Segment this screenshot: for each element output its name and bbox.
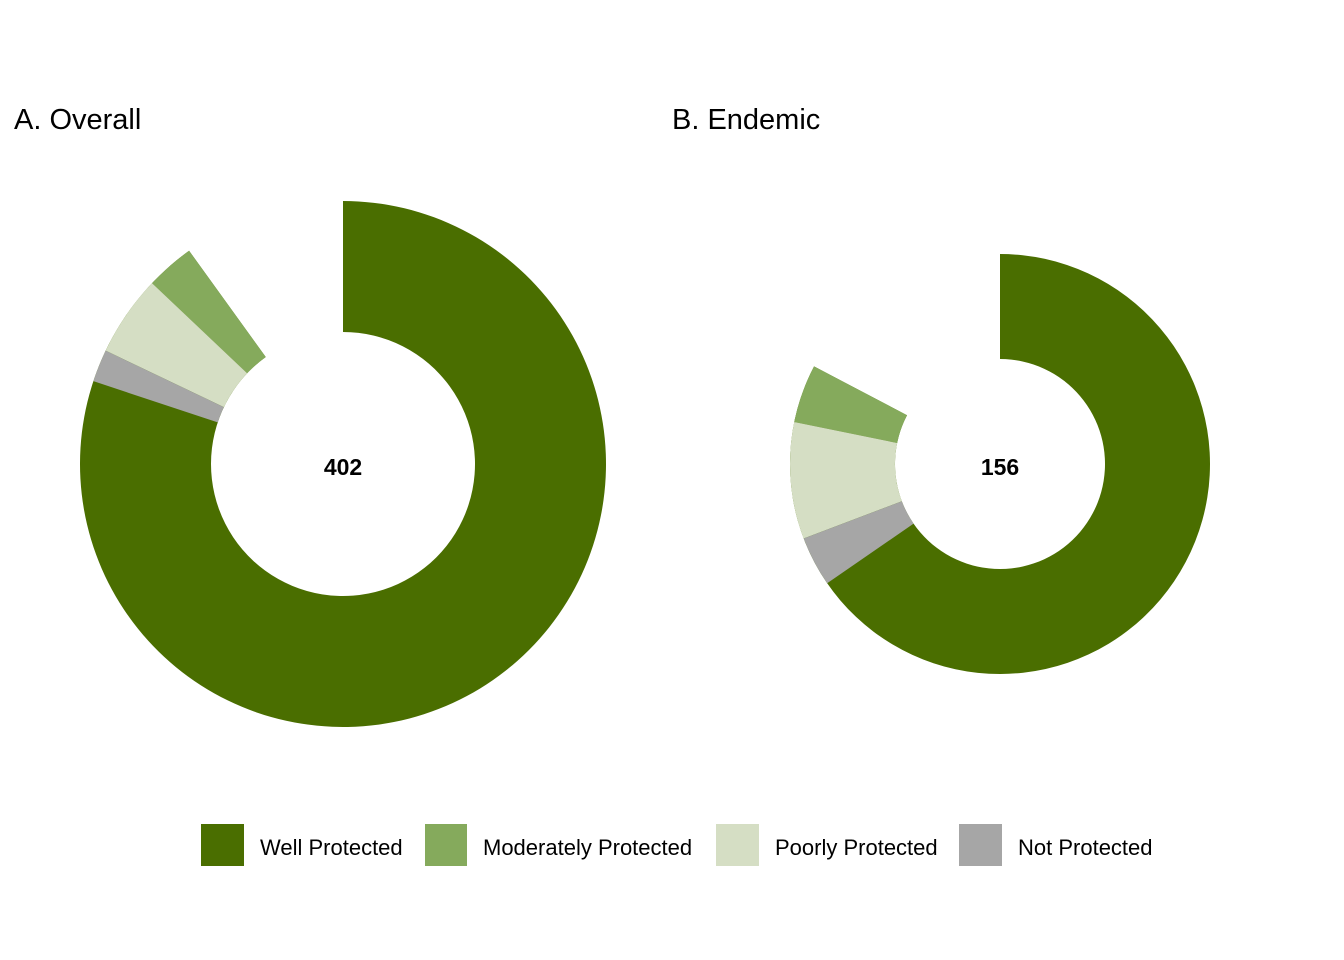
legend-swatch-moderately-protected — [425, 824, 467, 866]
slice-poorly-protected — [790, 421, 902, 539]
legend-label-moderately-protected: Moderately Protected — [483, 835, 692, 860]
donut-chart-overall: A. Overall 402 — [14, 104, 606, 727]
legend-swatch-well-protected — [201, 824, 244, 866]
slice-moderately-protected — [794, 366, 908, 443]
slices-overall — [79, 201, 606, 727]
legend-item-well-protected: Well Protected — [201, 824, 403, 866]
donut-chart-endemic: B. Endemic 156 — [672, 104, 1210, 674]
legend-item-moderately-protected: Moderately Protected — [425, 824, 692, 866]
slice-moderately-protected — [152, 250, 266, 374]
legend: Well Protected Moderately Protected Poor… — [201, 824, 1153, 866]
slice-well-protected — [790, 254, 1210, 674]
panel-title-endemic: B. Endemic — [672, 104, 820, 136]
slice-not-protected — [93, 350, 224, 423]
legend-label-not-protected: Not Protected — [1018, 835, 1153, 860]
legend-item-not-protected: Not Protected — [959, 824, 1153, 866]
center-total-overall: 402 — [324, 454, 362, 480]
legend-swatch-not-protected — [959, 824, 1002, 866]
legend-item-poorly-protected: Poorly Protected — [716, 824, 938, 866]
panel-title-overall: A. Overall — [14, 104, 141, 136]
legend-swatch-poorly-protected — [716, 824, 759, 866]
slice-poorly-protected — [105, 283, 248, 408]
slice-not-protected — [803, 501, 914, 584]
legend-label-well-protected: Well Protected — [260, 835, 403, 860]
slices-endemic — [790, 254, 1210, 674]
legend-label-poorly-protected: Poorly Protected — [775, 835, 938, 860]
center-total-endemic: 156 — [981, 454, 1019, 480]
